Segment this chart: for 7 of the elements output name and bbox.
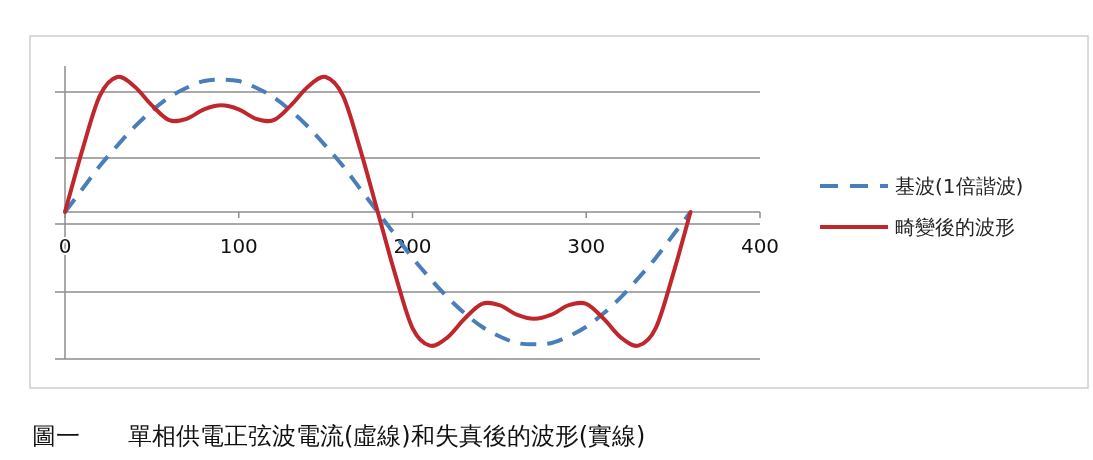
x-tick-label: 400 [740,234,780,258]
legend-label: 畸變後的波形 [895,215,1015,239]
legend-label: 基波(1倍諧波) [895,174,1024,198]
x-tick-label: 0 [58,234,72,258]
x-tick-label: 100 [219,234,258,258]
x-tick-label: 300 [567,234,606,258]
text: 圖一 單相供電正弦波電流(虛線)和失真後的波形(實線) [32,422,646,450]
